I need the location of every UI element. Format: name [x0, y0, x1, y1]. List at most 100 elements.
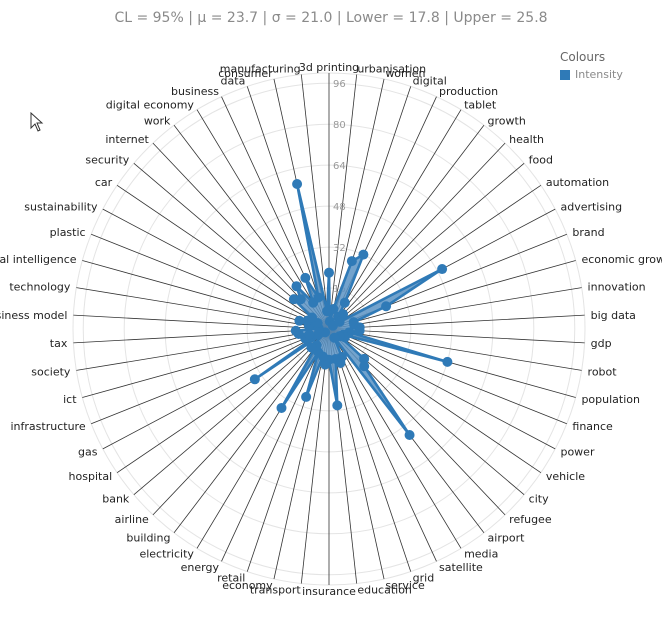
category-label: hospital [69, 470, 113, 483]
category-label: growth [488, 114, 526, 127]
spoke-line [328, 328, 542, 473]
category-label: bank [102, 493, 130, 506]
radial-tick-label: 16 [333, 284, 346, 295]
category-label: building [126, 532, 170, 545]
data-point[interactable] [300, 272, 311, 283]
data-point[interactable] [339, 297, 350, 308]
spoke-line [328, 328, 556, 450]
data-point[interactable] [358, 249, 369, 260]
data-point[interactable] [290, 325, 301, 336]
category-label: artificial intelligence [0, 253, 77, 266]
category-label: work [144, 114, 171, 127]
data-point[interactable] [294, 315, 305, 326]
category-label: tax [50, 337, 68, 350]
category-label: society [31, 365, 71, 378]
spoke-line [196, 109, 330, 330]
data-point[interactable] [324, 267, 334, 278]
legend-swatch [560, 69, 570, 80]
category-label: electricity [139, 547, 194, 560]
spoke-line [328, 328, 585, 344]
spoke-line [102, 328, 330, 450]
category-label: refugee [509, 513, 552, 526]
category-label: plastic [50, 226, 86, 239]
category-label: grid [413, 571, 435, 584]
legend-label: Intensity [575, 68, 623, 81]
spoke-line [76, 328, 330, 371]
legend: Colours Intensity [560, 50, 623, 81]
spoke-line [273, 328, 330, 580]
data-point[interactable] [442, 356, 453, 367]
data-point[interactable] [338, 309, 349, 320]
category-label: airline [115, 513, 149, 526]
data-point[interactable] [307, 312, 318, 323]
data-point[interactable] [306, 342, 317, 353]
data-point[interactable] [320, 359, 331, 370]
category-label: digital economy [106, 99, 195, 112]
category-label: insurance [302, 585, 356, 598]
radial-tick-label: 32 [333, 243, 346, 254]
category-label: power [560, 446, 594, 459]
data-point[interactable] [301, 391, 312, 402]
data-point[interactable] [292, 178, 303, 189]
data-point[interactable] [291, 281, 302, 292]
category-label: sustainability [24, 200, 98, 213]
data-point[interactable] [329, 332, 340, 343]
category-label: big data [591, 309, 636, 322]
chart-title: CL = 95% | μ = 23.7 | σ = 21.0 | Lower =… [114, 10, 548, 26]
category-label: vehicle [546, 470, 585, 483]
category-label: data [221, 75, 246, 88]
category-label: transport [250, 583, 302, 596]
data-point[interactable] [332, 400, 343, 411]
data-point[interactable] [288, 294, 299, 305]
legend-item-intensity[interactable]: Intensity [560, 68, 623, 81]
category-label: innovation [588, 281, 646, 294]
data-point[interactable] [276, 402, 287, 413]
radial-tick-label: 64 [333, 161, 346, 172]
data-point[interactable] [404, 429, 415, 440]
category-label: airport [488, 532, 526, 545]
data-point[interactable] [322, 306, 333, 317]
category-label: technology [9, 281, 71, 294]
radial-tick-label: 80 [333, 120, 346, 131]
category-label: car [95, 176, 113, 189]
data-point[interactable] [381, 301, 392, 312]
category-label: economy [222, 579, 273, 592]
category-label-layer: 3d printingurbanisationwomendigitalprodu… [0, 61, 662, 598]
spoke-line [328, 109, 462, 330]
data-point[interactable] [295, 294, 306, 305]
spoke-line [221, 328, 330, 562]
category-label: economic growth [581, 253, 662, 266]
spoke-line [328, 328, 412, 572]
spoke-line [73, 314, 330, 330]
spoke-line [328, 328, 567, 425]
spoke-line [91, 233, 330, 330]
data-point[interactable] [346, 256, 357, 267]
spoke-line [173, 328, 330, 534]
spoke-line [73, 328, 330, 344]
spoke-line [300, 328, 330, 584]
data-point[interactable] [359, 361, 370, 372]
spoke-line [152, 328, 330, 516]
data-point[interactable] [304, 329, 315, 340]
category-label: gas [78, 446, 98, 459]
data-point[interactable] [334, 316, 345, 327]
legend-title: Colours [560, 50, 606, 64]
spoke-line [82, 260, 330, 330]
data-point[interactable] [437, 264, 448, 275]
data-point[interactable] [249, 374, 260, 385]
category-label: gdp [591, 337, 612, 350]
category-label: internet [105, 133, 149, 146]
data-point[interactable] [354, 325, 365, 336]
category-label: automation [546, 176, 609, 189]
data-point[interactable] [359, 353, 370, 364]
category-label: population [581, 393, 640, 406]
data-point[interactable] [313, 292, 324, 303]
radial-tick-label: 96 [333, 79, 346, 90]
category-label: ict [63, 393, 77, 406]
category-label: women [385, 67, 425, 80]
spoke-line [328, 260, 576, 330]
category-label: retail [217, 571, 245, 584]
spoke-line [328, 162, 525, 330]
category-label: health [509, 133, 544, 146]
